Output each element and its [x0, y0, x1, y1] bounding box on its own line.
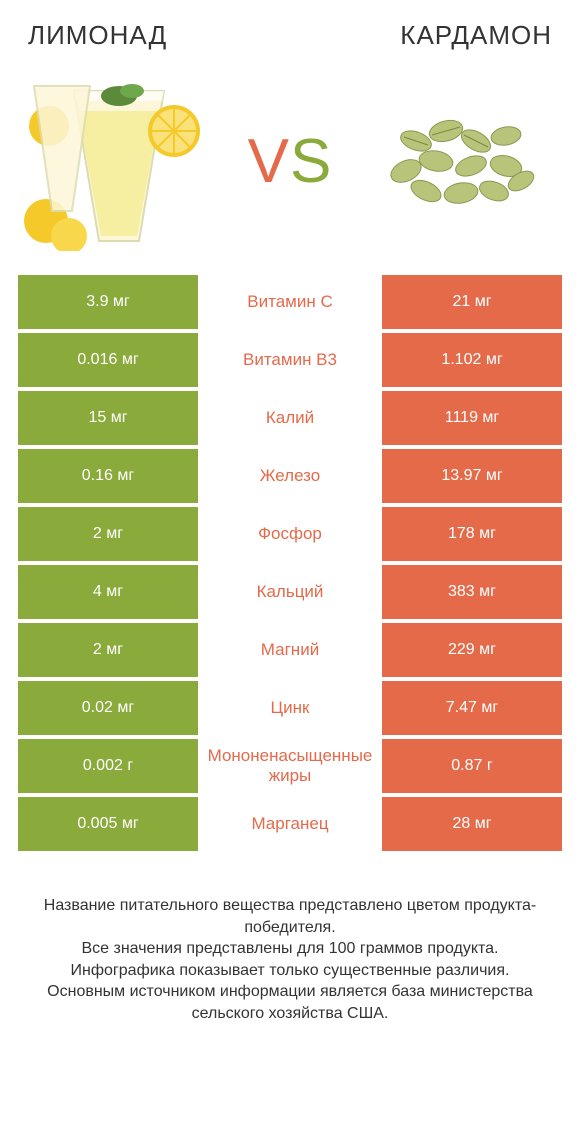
left-product-image: [24, 71, 214, 251]
right-value-cell: 13.97 мг: [382, 449, 562, 503]
left-value-cell: 0.002 г: [18, 739, 198, 793]
table-row: 0.16 мгЖелезо13.97 мг: [18, 449, 562, 503]
table-row: 0.02 мгЦинк7.47 мг: [18, 681, 562, 735]
cardamom-icon: [376, 101, 546, 221]
right-value-cell: 383 мг: [382, 565, 562, 619]
vs-s-letter: S: [290, 127, 332, 196]
table-row: 2 мгМагний229 мг: [18, 623, 562, 677]
table-row: 0.016 мгВитамин B31.102 мг: [18, 333, 562, 387]
lemonade-icon: [24, 71, 214, 251]
header-row: ЛИМОНАД КАРДАМОН: [18, 20, 562, 61]
left-value-cell: 4 мг: [18, 565, 198, 619]
infographic-page: ЛИМОНАД КАРДАМОН: [0, 0, 580, 1035]
right-value-cell: 1119 мг: [382, 391, 562, 445]
vs-v-letter: V: [248, 127, 290, 196]
nutrient-name-cell: Мононенасыщенные жиры: [198, 739, 382, 793]
right-product-image: [366, 71, 556, 251]
left-product-title: ЛИМОНАД: [28, 20, 167, 51]
footer-note: Название питательного вещества представл…: [18, 855, 562, 1025]
left-value-cell: 3.9 мг: [18, 275, 198, 329]
table-row: 4 мгКальций383 мг: [18, 565, 562, 619]
footer-line-2: Все значения представлены для 100 граммо…: [36, 938, 544, 960]
table-row: 0.002 гМононенасыщенные жиры0.87 г: [18, 739, 562, 793]
images-row: VS: [18, 61, 562, 275]
nutrient-name-cell: Марганец: [198, 797, 382, 851]
left-value-cell: 2 мг: [18, 507, 198, 561]
right-value-cell: 1.102 мг: [382, 333, 562, 387]
nutrient-name-cell: Витамин C: [198, 275, 382, 329]
footer-line-3: Инфографика показывает только существенн…: [36, 960, 544, 982]
right-value-cell: 21 мг: [382, 275, 562, 329]
left-value-cell: 0.16 мг: [18, 449, 198, 503]
left-value-cell: 2 мг: [18, 623, 198, 677]
table-row: 0.005 мгМарганец28 мг: [18, 797, 562, 851]
nutrient-name-cell: Кальций: [198, 565, 382, 619]
right-value-cell: 229 мг: [382, 623, 562, 677]
footer-line-4: Основным источником информации является …: [36, 981, 544, 1024]
nutrient-name-cell: Калий: [198, 391, 382, 445]
right-value-cell: 28 мг: [382, 797, 562, 851]
footer-line-1: Название питательного вещества представл…: [36, 895, 544, 938]
left-value-cell: 0.016 мг: [18, 333, 198, 387]
left-value-cell: 0.02 мг: [18, 681, 198, 735]
nutrient-name-cell: Цинк: [198, 681, 382, 735]
right-value-cell: 178 мг: [382, 507, 562, 561]
nutrient-name-cell: Магний: [198, 623, 382, 677]
right-value-cell: 7.47 мг: [382, 681, 562, 735]
nutrient-name-cell: Витамин B3: [198, 333, 382, 387]
left-value-cell: 15 мг: [18, 391, 198, 445]
table-row: 3.9 мгВитамин C21 мг: [18, 275, 562, 329]
vs-label: VS: [248, 126, 333, 197]
nutrient-name-cell: Железо: [198, 449, 382, 503]
table-row: 2 мгФосфор178 мг: [18, 507, 562, 561]
nutrient-name-cell: Фосфор: [198, 507, 382, 561]
right-value-cell: 0.87 г: [382, 739, 562, 793]
table-row: 15 мгКалий1119 мг: [18, 391, 562, 445]
right-product-title: КАРДАМОН: [400, 20, 552, 51]
nutrient-table: 3.9 мгВитамин C21 мг0.016 мгВитамин B31.…: [18, 275, 562, 851]
left-value-cell: 0.005 мг: [18, 797, 198, 851]
